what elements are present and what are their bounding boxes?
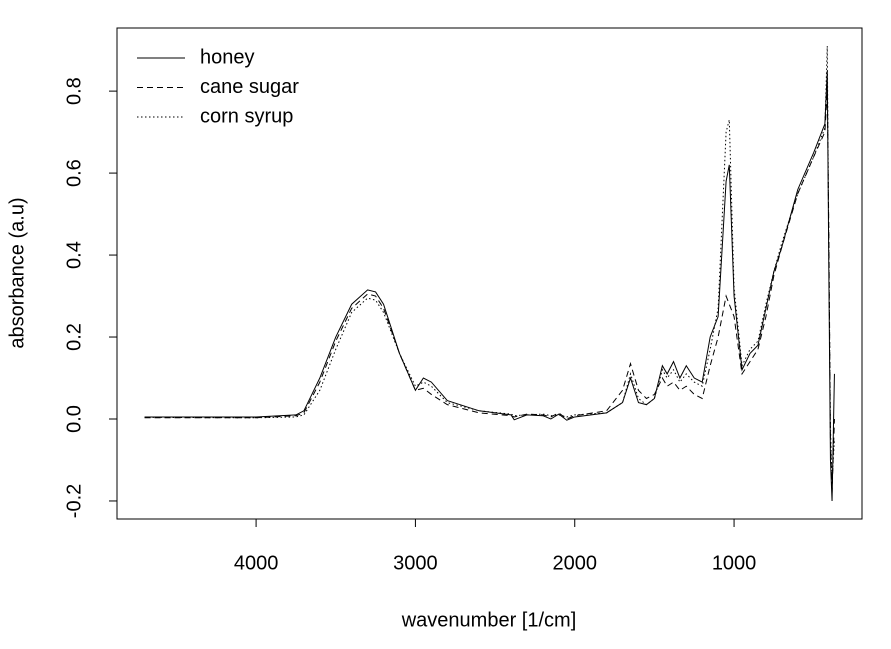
y-tick-label: 0.2 [63,323,85,351]
y-tick-label: -0.2 [63,484,85,518]
series-line [144,70,835,501]
y-tick-label: 0.6 [63,159,85,187]
legend-label: cane sugar [200,76,299,98]
y-tick-label: 0.0 [63,405,85,433]
y-axis-label: absorbance (a.u) [6,197,28,348]
x-tick-label: 3000 [393,552,438,574]
plot-box [116,27,863,520]
legend-label: honey [200,46,255,68]
legend-label: corn syrup [200,105,293,127]
x-tick-label: 2000 [552,552,597,574]
series-line [144,91,835,493]
x-tick-label: 1000 [712,552,757,574]
y-tick-label: 0.4 [63,241,85,269]
x-tick-label: 4000 [234,552,279,574]
x-axis-label: wavenumber [1/cm] [401,609,577,631]
series-line [144,46,835,481]
y-tick-label: 0.8 [63,77,85,105]
